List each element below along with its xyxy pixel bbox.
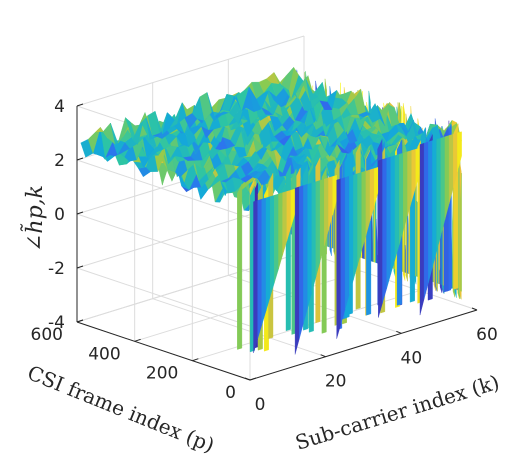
surface-patch [294, 186, 300, 355]
x-tick-mark [471, 307, 478, 311]
surface-patch [285, 165, 291, 332]
z-tick-mark [76, 211, 84, 215]
surface-patch [394, 154, 400, 260]
y-axis-line [76, 321, 251, 381]
surface-patch [390, 155, 396, 275]
surface-patch [423, 141, 429, 300]
x-tick-label: 60 [476, 325, 498, 345]
z-tick-label: -4 [48, 313, 65, 333]
surface-patch [428, 140, 433, 284]
y-tick-label: 0 [225, 383, 236, 403]
surface-patch [340, 177, 346, 325]
y-tick-label: 200 [146, 364, 178, 384]
surface-patch [382, 157, 387, 304]
x-tick-label: 20 [325, 372, 347, 392]
y-tick-label: 600 [31, 325, 63, 345]
z-tick-label: 0 [54, 205, 65, 225]
surface-patch [460, 173, 462, 292]
x-tick-label: 0 [255, 395, 266, 415]
y-tick-mark [192, 358, 199, 362]
surface-patch [457, 131, 462, 172]
z-tick-mark [76, 103, 84, 107]
grid-line [76, 159, 251, 219]
z-tick-mark [76, 157, 84, 161]
surface-patch [274, 193, 279, 284]
surface-patch [237, 183, 243, 350]
surface-patch [361, 170, 367, 251]
surface-patch [299, 185, 304, 339]
surface-patch [440, 136, 446, 236]
surface-patch [344, 175, 350, 310]
surface-patch [281, 66, 295, 91]
surface-patch [378, 159, 383, 318]
x-tick-label: 40 [401, 348, 423, 368]
surface-patch [403, 151, 408, 231]
surface-patch [353, 173, 358, 280]
surface-patch [332, 175, 337, 216]
y-tick-mark [249, 377, 257, 381]
y-tick-label: 400 [88, 344, 120, 364]
surface-patch [307, 182, 312, 309]
grid-line [76, 267, 251, 327]
y-tick-mark [134, 338, 141, 342]
surface-patch [265, 196, 271, 312]
surface-patch [386, 156, 391, 289]
x-axis-line [249, 309, 478, 381]
surface-patch [261, 197, 267, 326]
surface-patch [269, 195, 275, 298]
surface-patch [349, 174, 354, 295]
phase-surface [80, 66, 462, 355]
surface-patch [436, 137, 441, 252]
surface-patch [303, 183, 308, 324]
surface-patch [253, 200, 258, 353]
surface-patch [399, 152, 404, 245]
x-tick-mark [396, 330, 402, 334]
surface-patch [311, 181, 317, 293]
surface-patch [432, 139, 437, 268]
z-tick-label: 4 [54, 97, 65, 117]
surface-patch [315, 180, 321, 278]
grid-line [76, 35, 305, 107]
surface-patch [357, 172, 362, 266]
surface-patch [257, 198, 262, 339]
surface-patch [419, 142, 425, 316]
z-tick-mark [76, 265, 84, 269]
x-tick-mark [320, 354, 326, 358]
surface-patch [278, 192, 283, 270]
z-tick-mark [76, 319, 84, 323]
grid-line [76, 213, 251, 273]
x-tick-mark [244, 377, 251, 381]
surface-patch [336, 178, 342, 339]
y-axis-label: CSI frame index (p) [24, 360, 218, 457]
z-tick-label: -2 [48, 259, 65, 279]
z-axis-label: ∠h̃p,k [21, 185, 48, 252]
z-tick-label: 2 [54, 151, 65, 171]
surface-patch [448, 133, 454, 204]
grid-line [303, 251, 478, 311]
